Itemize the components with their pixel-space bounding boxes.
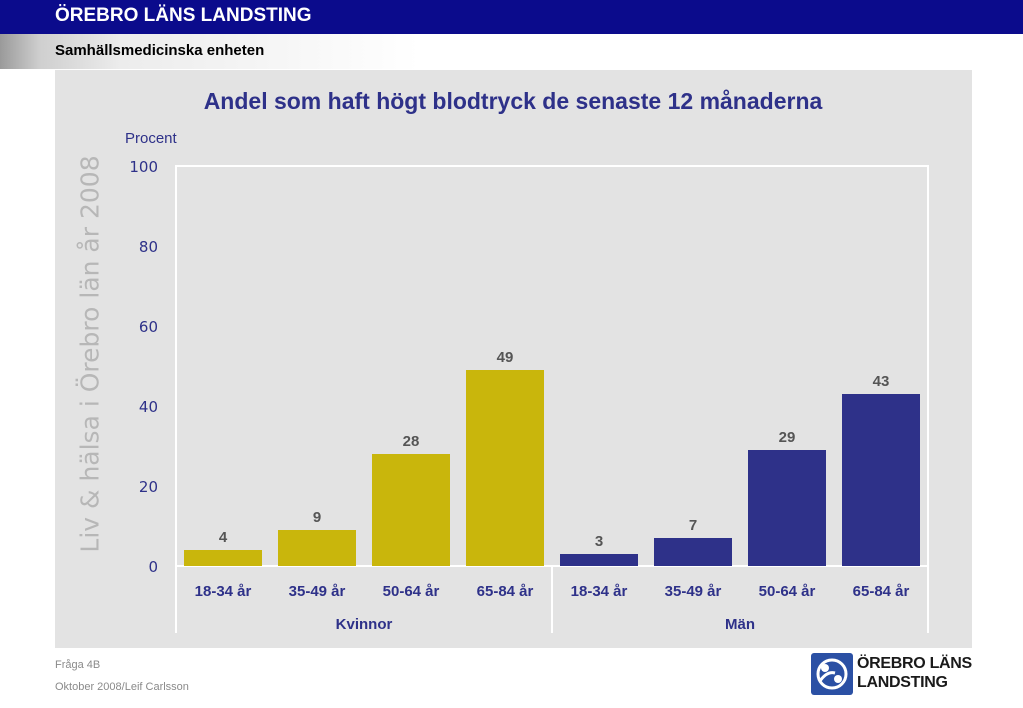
bar [466, 370, 544, 566]
x-tick-label: 35-49 år [665, 583, 722, 600]
data-label: 9 [313, 509, 321, 526]
data-label: 43 [873, 373, 890, 390]
logo-text-line2: LANDSTING [857, 674, 948, 691]
y-tick-label: 40 [139, 398, 158, 416]
bar [748, 450, 826, 566]
bar [184, 550, 262, 566]
data-label: 3 [595, 533, 603, 550]
data-label: 49 [497, 349, 514, 366]
y-tick-label: 80 [139, 238, 158, 256]
y-tick-label: 60 [139, 318, 158, 336]
y-tick-label: 100 [129, 158, 158, 176]
group-label: Kvinnor [336, 616, 393, 633]
x-tick-label: 65-84 år [477, 583, 534, 600]
data-label: 28 [403, 433, 420, 450]
watermark-text: Liv & hälsa i Örebro län år 2008 [75, 155, 105, 553]
x-tick-label: 35-49 år [289, 583, 346, 600]
y-axis-label: Procent [125, 130, 178, 147]
chart-panel: Andel som haft högt blodtryck de senaste… [55, 70, 972, 648]
data-label: 7 [689, 517, 697, 534]
subheader-title: Samhällsmedicinska enheten [55, 42, 265, 59]
footer-question: Fråga 4B [55, 659, 101, 671]
x-tick-label: 50-64 år [759, 583, 816, 600]
group-label: Män [725, 616, 755, 633]
organization-logo: ÖREBRO LÄNS LANDSTING [811, 653, 972, 695]
x-tick-label: 50-64 år [383, 583, 440, 600]
y-tick-label: 0 [148, 558, 158, 576]
chart-title: Andel som haft högt blodtryck de senaste… [204, 88, 823, 114]
footer-date-author: Oktober 2008/Leif Carlsson [55, 681, 189, 693]
x-tick-label: 65-84 år [853, 583, 910, 600]
logo-text-line1: ÖREBRO LÄNS [857, 655, 972, 672]
data-label: 29 [779, 429, 796, 446]
bar [560, 554, 638, 566]
bar [278, 530, 356, 566]
people-circle-logo-icon [811, 653, 853, 695]
subheader: Samhällsmedicinska enheten [0, 34, 1023, 69]
header-bar: ÖREBRO LÄNS LANDSTING [0, 0, 1023, 34]
bar [654, 538, 732, 566]
header-title: ÖREBRO LÄNS LANDSTING [55, 5, 312, 26]
bar [842, 394, 920, 566]
data-label: 4 [219, 529, 228, 546]
bar-chart: Andel som haft högt blodtryck de senaste… [125, 88, 929, 633]
bar [372, 454, 450, 566]
y-tick-label: 20 [139, 478, 158, 496]
x-tick-label: 18-34 år [571, 583, 628, 600]
x-tick-label: 18-34 år [195, 583, 252, 600]
